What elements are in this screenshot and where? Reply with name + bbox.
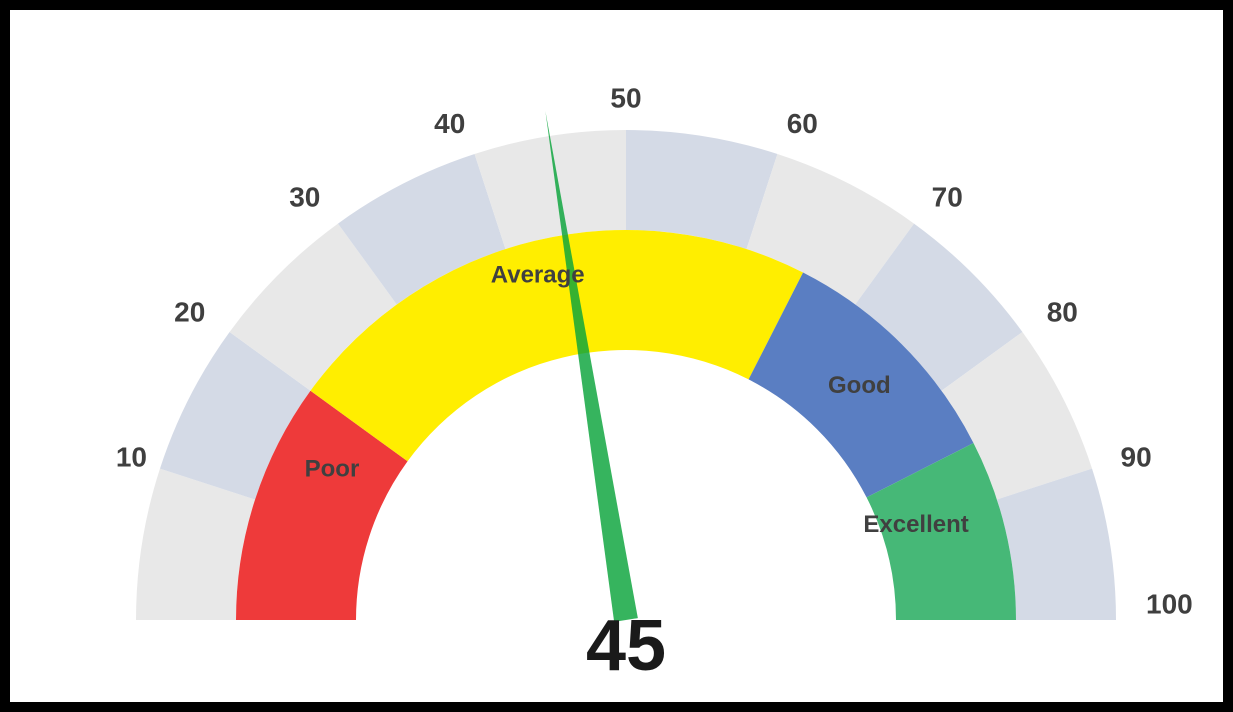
gauge-band-label: Good (828, 372, 891, 399)
tick-label: 20 (174, 297, 205, 328)
tick-label: 30 (289, 182, 320, 213)
gauge-band-label: Poor (305, 456, 360, 483)
tick-label: 50 (610, 82, 641, 113)
tick-label: 100 (1146, 588, 1193, 619)
tick-label: 90 (1121, 442, 1152, 473)
tick-label: 60 (787, 108, 818, 139)
tick-label: 10 (116, 442, 147, 473)
gauge-chart-frame: Poor Average Good Excellent 10 20 30 40 50 60 70 80… (0, 0, 1233, 712)
tick-label: 80 (1047, 297, 1078, 328)
gauge-chart: Poor Average Good Excellent 10 20 30 40 50 60 70 80… (10, 10, 1223, 702)
gauge-band-label: Average (491, 261, 585, 288)
tick-label: 40 (434, 108, 465, 139)
gauge-value: 45 (586, 606, 666, 686)
gauge-band-label: Excellent (863, 511, 968, 538)
tick-label: 70 (932, 182, 963, 213)
